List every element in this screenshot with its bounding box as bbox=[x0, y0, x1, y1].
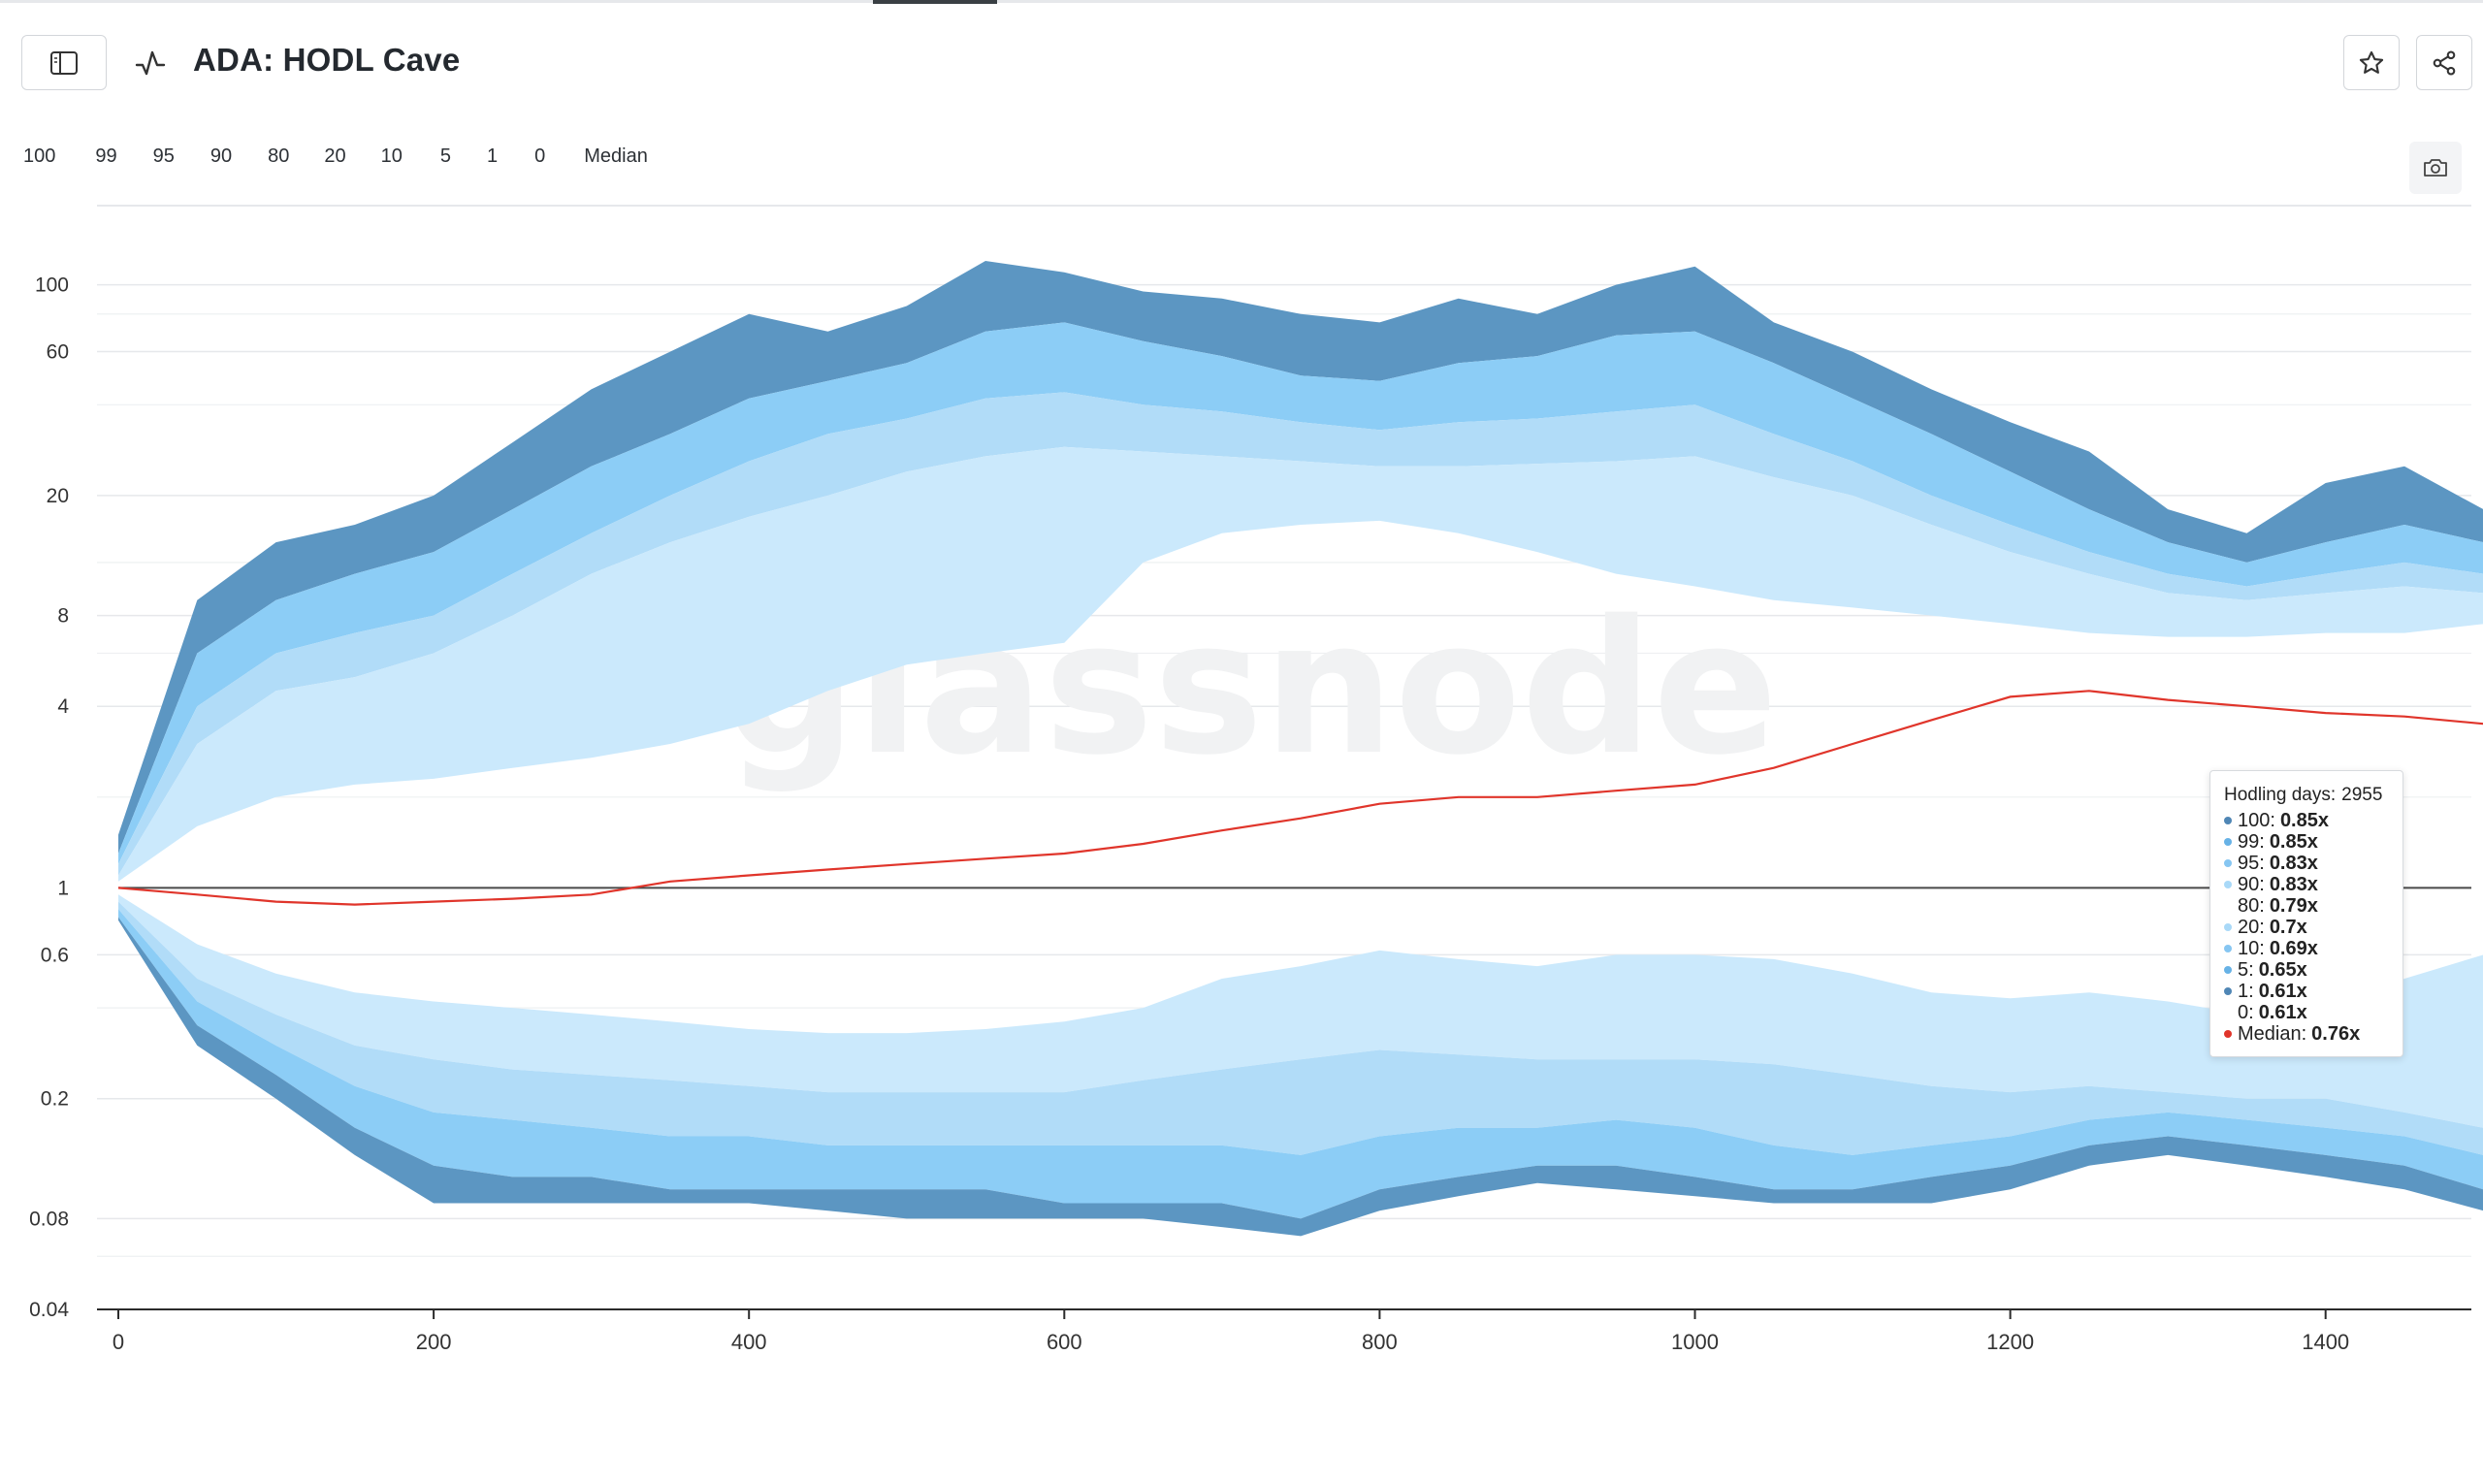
y-tick-label: 4 bbox=[57, 695, 69, 718]
y-tick-label: 0.2 bbox=[41, 1088, 69, 1111]
chart-tooltip: Hodling days: 2955 100: 0.85x 99: 0.85x 95: 0… bbox=[2209, 770, 2403, 1057]
y-tick-label: 8 bbox=[57, 605, 69, 628]
y-tick-label: 60 bbox=[47, 341, 69, 364]
tooltip-dot-icon bbox=[2224, 987, 2232, 995]
tooltip-row: 0: 0.61x bbox=[2224, 1002, 2389, 1023]
tooltip-label: 1: bbox=[2238, 980, 2254, 1002]
legend-item-100[interactable]: 100 bbox=[23, 145, 56, 167]
tooltip-value: 0.83x bbox=[2269, 852, 2318, 874]
x-tick-label: 1200 bbox=[1986, 1330, 2034, 1354]
sidebar-toggle-button[interactable] bbox=[21, 35, 107, 90]
tooltip-dot-icon bbox=[2224, 902, 2232, 910]
tooltip-value: 0.7x bbox=[2269, 916, 2307, 938]
tooltip-label: 0: bbox=[2238, 1001, 2254, 1023]
tooltip-value: 0.61x bbox=[2258, 980, 2307, 1002]
legend-item-20[interactable]: 20 bbox=[324, 145, 346, 167]
legend-item-95[interactable]: 95 bbox=[152, 145, 175, 167]
tooltip-row: 100: 0.85x bbox=[2224, 810, 2389, 831]
legend-item-80[interactable]: 80 bbox=[268, 145, 290, 167]
legend-item-median[interactable]: Median bbox=[584, 145, 648, 167]
x-tick-label: 1000 bbox=[1671, 1330, 1719, 1354]
tooltip-dot-icon bbox=[2224, 881, 2232, 888]
top-border bbox=[0, 0, 2483, 3]
x-tick-label: 200 bbox=[416, 1330, 452, 1354]
tooltip-dot-icon bbox=[2224, 923, 2232, 931]
legend-item-99[interactable]: 99 bbox=[95, 145, 117, 167]
active-tab-indicator bbox=[873, 0, 997, 4]
tooltip-label: 100: bbox=[2238, 809, 2275, 831]
y-tick-label: 20 bbox=[47, 485, 69, 507]
tooltip-row: 10: 0.69x bbox=[2224, 938, 2389, 959]
tooltip-dot-icon bbox=[2224, 1009, 2232, 1016]
y-tick-label: 0.04 bbox=[29, 1299, 69, 1321]
tooltip-header: Hodling days: 2955 bbox=[2224, 785, 2389, 806]
camera-icon bbox=[2424, 159, 2447, 177]
sidebar-toggle-icon bbox=[50, 50, 78, 75]
tooltip-row: 1: 0.61x bbox=[2224, 981, 2389, 1002]
share-icon bbox=[2433, 50, 2456, 75]
tooltip-value: 0.79x bbox=[2269, 894, 2318, 917]
tooltip-value: 0.85x bbox=[2279, 809, 2329, 831]
x-tick-label: 800 bbox=[1362, 1330, 1398, 1354]
legend-item-90[interactable]: 90 bbox=[210, 145, 233, 167]
median-line bbox=[117, 690, 2483, 906]
tooltip-value: 0.83x bbox=[2269, 873, 2318, 895]
tooltip-value: 0.61x bbox=[2258, 1001, 2307, 1023]
y-tick-label: 0.08 bbox=[29, 1208, 69, 1230]
band-99-95 bbox=[118, 322, 2483, 864]
x-tick-label: 1400 bbox=[2302, 1330, 2349, 1354]
band-20-10 bbox=[118, 894, 2483, 1128]
favorite-button[interactable] bbox=[2343, 35, 2400, 90]
tooltip-value: 0.65x bbox=[2258, 958, 2307, 981]
pulse-icon bbox=[135, 50, 166, 76]
share-button[interactable] bbox=[2416, 35, 2472, 90]
band-10-5 bbox=[118, 901, 2483, 1155]
tooltip-row: 80: 0.79x bbox=[2224, 895, 2389, 917]
tooltip-row: Median: 0.76x bbox=[2224, 1023, 2389, 1045]
star-icon bbox=[2359, 50, 2384, 74]
tooltip-dot-icon bbox=[2224, 817, 2232, 824]
tooltip-header-label: Hodling days: bbox=[2224, 785, 2337, 805]
band-95-90 bbox=[118, 392, 2483, 876]
tooltip-value: 0.69x bbox=[2269, 937, 2318, 959]
tooltip-dot-icon bbox=[2224, 966, 2232, 974]
screenshot-button[interactable] bbox=[2409, 142, 2462, 194]
legend-item-5[interactable]: 5 bbox=[439, 145, 451, 167]
tooltip-row: 20: 0.7x bbox=[2224, 917, 2389, 938]
y-tick-label: 0.6 bbox=[41, 944, 69, 966]
x-tick-label: 600 bbox=[1047, 1330, 1082, 1354]
tooltip-dot-icon bbox=[2224, 945, 2232, 952]
x-tick-label: 400 bbox=[731, 1330, 767, 1354]
tooltip-label: 99: bbox=[2238, 830, 2265, 853]
chart-legend: 100 99 95 90 80 20 10 5 1 0 Median bbox=[23, 145, 648, 168]
tooltip-label: 10: bbox=[2238, 937, 2265, 959]
legend-item-0[interactable]: 0 bbox=[534, 145, 546, 167]
band-5-1 bbox=[118, 909, 2483, 1219]
legend-item-1[interactable]: 1 bbox=[487, 145, 499, 167]
tooltip-row: 99: 0.85x bbox=[2224, 831, 2389, 853]
y-tick-label: 100 bbox=[35, 274, 69, 297]
tooltip-dot-icon bbox=[2224, 838, 2232, 846]
tooltip-value: 0.76x bbox=[2311, 1022, 2361, 1045]
tooltip-dot-icon bbox=[2224, 1030, 2232, 1038]
tooltip-label: 80: bbox=[2238, 894, 2265, 917]
tooltip-header-value: 2955 bbox=[2341, 785, 2383, 805]
tooltip-label: Median: bbox=[2238, 1022, 2307, 1045]
legend-item-10[interactable]: 10 bbox=[380, 145, 403, 167]
tooltip-dot-icon bbox=[2224, 859, 2232, 867]
tooltip-row: 90: 0.83x bbox=[2224, 874, 2389, 895]
tooltip-row: 95: 0.83x bbox=[2224, 853, 2389, 874]
band-90-80 bbox=[118, 446, 2483, 882]
tooltip-row: 5: 0.65x bbox=[2224, 959, 2389, 981]
tooltip-label: 20: bbox=[2238, 916, 2265, 938]
tooltip-label: 95: bbox=[2238, 852, 2265, 874]
page-title: ADA: HODL Cave bbox=[193, 42, 461, 78]
x-tick-label: 0 bbox=[113, 1330, 124, 1354]
tooltip-label: 5: bbox=[2238, 958, 2254, 981]
y-tick-label: 1 bbox=[57, 877, 69, 899]
tooltip-value: 0.85x bbox=[2269, 830, 2318, 853]
tooltip-label: 90: bbox=[2238, 873, 2265, 895]
band-100-99 bbox=[118, 261, 2483, 854]
